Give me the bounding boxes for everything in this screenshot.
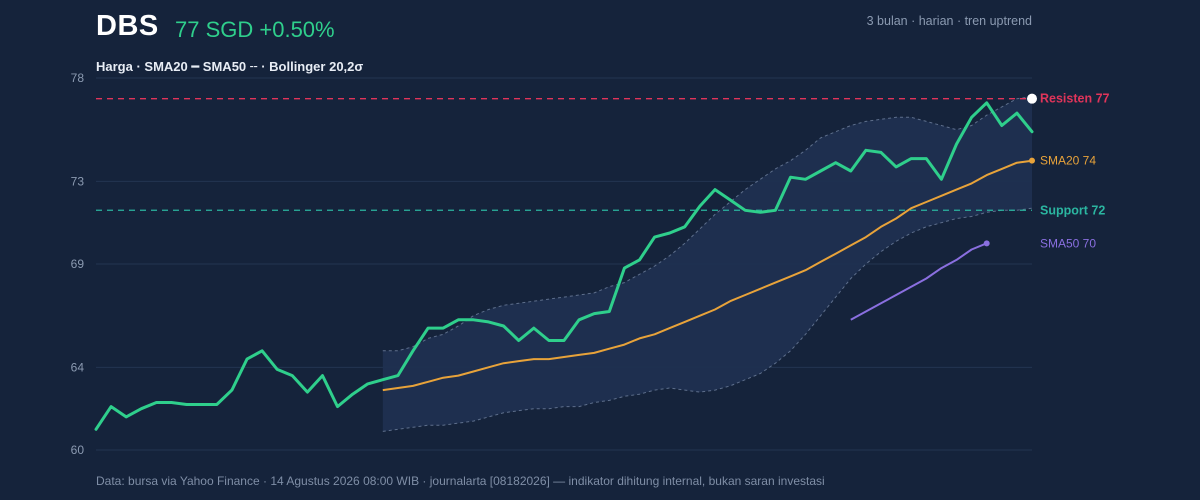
bollinger-lower-line <box>382 207 1033 432</box>
sma20-line <box>382 159 1033 392</box>
y-tick-label: 69 <box>71 257 85 271</box>
y-tick-label: 64 <box>71 360 85 374</box>
sma50-line <box>850 242 988 321</box>
price-line <box>94 101 1034 431</box>
sma20-end-label: SMA20 74 <box>1040 154 1096 168</box>
sma50-end-label: SMA50 70 <box>1040 236 1096 250</box>
bollinger-upper-line <box>382 96 1033 352</box>
y-tick-label: 60 <box>71 443 85 457</box>
sma50-end-point <box>983 240 990 247</box>
price-change: 77 SGD +0.50% <box>175 17 335 42</box>
resistance-marker <box>1027 93 1037 104</box>
y-tick-label: 73 <box>71 174 85 188</box>
sma20-end-point <box>1029 157 1035 164</box>
support-label: Support 72 <box>1040 203 1105 217</box>
ticker-symbol: DBS <box>96 10 159 42</box>
resistance-label: Resisten 77 <box>1040 92 1110 106</box>
chart-subtitle: 3 bulan · harian · tren uptrend <box>866 14 1032 28</box>
data-source-footer: Data: bursa via Yahoo Finance · 14 Agust… <box>96 474 825 488</box>
y-tick-label: 78 <box>71 71 85 85</box>
chart-legend: Harga · SMA20 ━ SMA50 ╌ · Bollinger 20,2… <box>96 59 364 74</box>
bollinger-band-fill <box>382 96 1032 432</box>
